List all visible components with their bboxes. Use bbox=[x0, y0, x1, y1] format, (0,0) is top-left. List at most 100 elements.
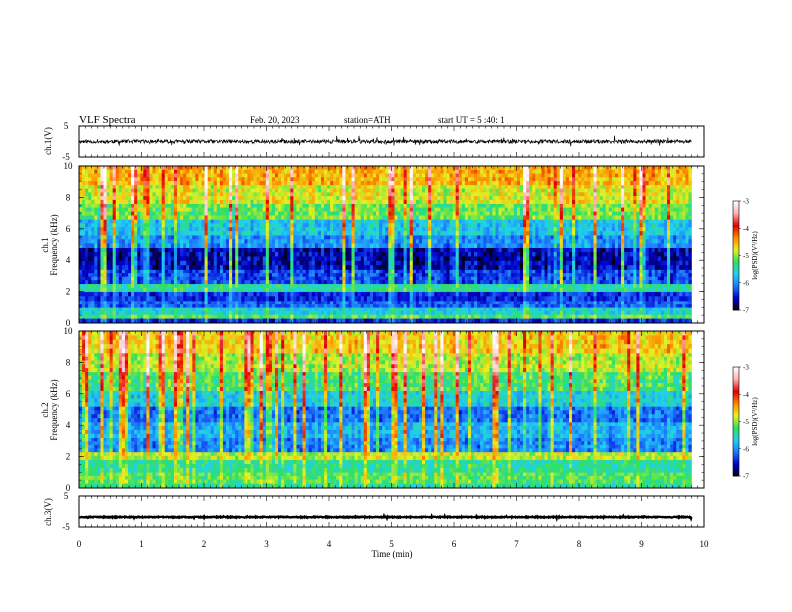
spectrogram-cell bbox=[679, 235, 683, 240]
spectrogram-cell bbox=[532, 269, 536, 274]
spectrogram-cell bbox=[290, 287, 294, 292]
spectrogram-cell bbox=[639, 276, 643, 281]
spectrogram-cell bbox=[471, 252, 475, 257]
spectrogram-cell bbox=[559, 276, 564, 281]
spectrogram-cell bbox=[219, 243, 224, 248]
spectrogram-cell bbox=[305, 239, 309, 244]
spectrogram-cell bbox=[216, 301, 221, 305]
spectrogram-cell bbox=[575, 283, 579, 288]
spectrogram-cell bbox=[428, 296, 432, 302]
spectrogram-cell bbox=[100, 256, 104, 262]
spectrogram-cell bbox=[91, 307, 95, 312]
spectrogram-cell bbox=[88, 269, 92, 274]
spectrogram-cell bbox=[572, 280, 576, 285]
spectrogram-cell bbox=[532, 307, 536, 312]
spectrogram-cell bbox=[593, 276, 597, 281]
spectrogram-cell bbox=[461, 269, 466, 274]
spectrogram-cell bbox=[535, 283, 539, 288]
spectrogram-cell bbox=[311, 280, 316, 285]
spectrogram-cell bbox=[177, 252, 181, 257]
spectrogram-cell bbox=[177, 310, 181, 315]
spectrogram-cell bbox=[271, 265, 276, 270]
spectrogram-cell bbox=[290, 296, 294, 302]
spectrogram-cell bbox=[229, 310, 233, 315]
spectrogram-cell bbox=[216, 269, 221, 274]
spectrogram-cell bbox=[559, 260, 564, 266]
spectrogram-cell bbox=[648, 269, 652, 274]
spectrogram-cell bbox=[241, 239, 245, 244]
spectrogram-cell bbox=[550, 301, 554, 305]
spectrogram-cell bbox=[611, 269, 616, 274]
spectrogram-cell bbox=[140, 223, 144, 228]
spectrogram-cell bbox=[630, 314, 634, 319]
spectrogram-cell bbox=[455, 243, 460, 248]
spectrogram-cell bbox=[103, 276, 107, 281]
spectrogram-cell bbox=[510, 276, 515, 281]
spectrogram-cell bbox=[676, 318, 680, 323]
spectrogram-cell bbox=[91, 283, 95, 288]
spectrogram-cell bbox=[198, 273, 202, 277]
spectrogram-cell bbox=[403, 296, 407, 302]
spectrogram-cell bbox=[415, 310, 420, 315]
spectrogram-cell bbox=[134, 243, 138, 248]
spectrogram-cell bbox=[495, 256, 499, 262]
spectrogram-cell bbox=[614, 301, 619, 305]
spectrogram-cell bbox=[544, 269, 548, 274]
spectrogram-cell bbox=[596, 296, 600, 302]
spectrogram-cell bbox=[278, 235, 282, 240]
spectrogram-cell bbox=[210, 252, 215, 257]
spectrogram-cell bbox=[651, 265, 656, 270]
spectrogram-cell bbox=[195, 304, 199, 308]
spectrogram-cell bbox=[115, 269, 120, 274]
spectrogram-cell bbox=[229, 283, 233, 288]
spectrogram-cell bbox=[584, 296, 588, 302]
spectrogram-cell bbox=[161, 273, 166, 277]
spectrogram-cell bbox=[216, 223, 221, 228]
spectrogram-cell bbox=[219, 280, 224, 285]
spectrogram-cell bbox=[88, 301, 92, 305]
spectrogram-cell bbox=[523, 287, 527, 292]
spectrogram-cell bbox=[271, 280, 276, 285]
spectrogram-cell bbox=[682, 243, 686, 248]
spectrogram-cell bbox=[320, 219, 325, 224]
spectrogram-cell bbox=[400, 287, 404, 292]
spectrogram-cell bbox=[305, 276, 309, 281]
spectrogram-cell bbox=[320, 280, 325, 285]
spectrogram-cell bbox=[513, 247, 518, 253]
spectrogram-cell bbox=[400, 239, 404, 244]
spectrogram-cell bbox=[449, 219, 453, 224]
spectrogram-cell bbox=[516, 273, 521, 277]
spectrogram-cell bbox=[137, 243, 141, 248]
spectrogram-cell bbox=[670, 301, 674, 305]
spectrogram-cell bbox=[137, 280, 141, 285]
spectrogram-cell bbox=[198, 283, 202, 288]
spectrogram-cell bbox=[128, 260, 132, 266]
spectrogram-cell bbox=[180, 307, 184, 312]
spectrogram-cell bbox=[232, 273, 236, 277]
spectrogram-cell bbox=[100, 223, 104, 228]
spectrogram-cell bbox=[262, 304, 267, 308]
spectrogram-cell bbox=[262, 301, 267, 305]
spectrogram-cell bbox=[495, 247, 499, 253]
spectrogram-cell bbox=[305, 223, 309, 228]
spectrogram-cell bbox=[412, 235, 417, 240]
spectrogram-cell bbox=[180, 296, 184, 302]
spectrogram-cell bbox=[103, 269, 107, 274]
spectrogram-cell bbox=[520, 265, 524, 270]
spectrogram-cell bbox=[247, 283, 251, 288]
spectrogram-cell bbox=[590, 296, 594, 302]
spectrogram-cell bbox=[189, 219, 193, 224]
spectrogram-cell bbox=[106, 243, 110, 248]
spectrogram-cell bbox=[520, 318, 524, 323]
spectrogram-cell bbox=[91, 280, 95, 285]
spectrogram-cell bbox=[152, 273, 156, 277]
spectrogram-cell bbox=[164, 273, 169, 277]
spectrogram-cell bbox=[397, 287, 401, 292]
spectrogram-cell bbox=[79, 304, 83, 308]
spectrogram-cell bbox=[302, 252, 306, 257]
spectrogram-cell bbox=[366, 280, 371, 285]
spectrogram-cell bbox=[103, 219, 107, 224]
spectrogram-cell bbox=[498, 287, 502, 292]
spectrogram-cell bbox=[501, 243, 505, 248]
spectrogram-cell bbox=[471, 318, 475, 323]
